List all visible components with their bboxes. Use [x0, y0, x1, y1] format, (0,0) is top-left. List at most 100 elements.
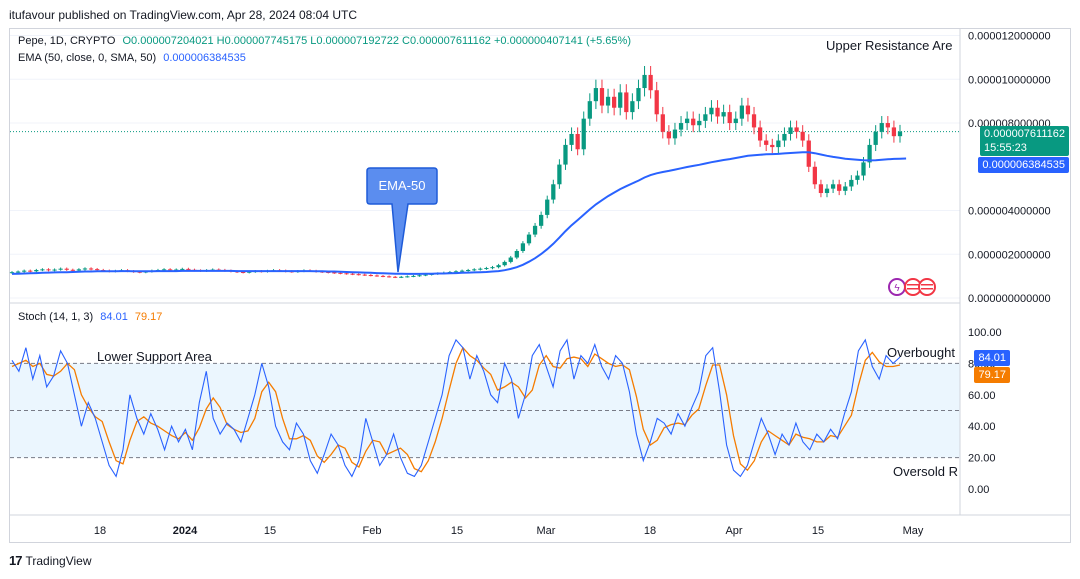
candle-body — [612, 96, 617, 108]
candle-body — [782, 133, 787, 141]
candle-body — [618, 92, 623, 108]
candle-body — [88, 268, 94, 270]
candle-body — [630, 101, 635, 113]
candle-body — [891, 127, 897, 137]
last-price-value: 0.000007611162 — [984, 128, 1065, 140]
ema-legend[interactable]: EMA (50, close, 0, SMA, 50) 0.0000063845… — [18, 52, 246, 64]
candle-body — [405, 276, 410, 278]
candle-body — [593, 88, 599, 102]
candle-body — [386, 276, 392, 278]
candle-body — [684, 118, 690, 124]
candle-body — [654, 90, 659, 115]
stoch-legend[interactable]: Stoch (14, 1, 3) 84.01 79.17 — [18, 311, 162, 323]
candle-body — [745, 105, 751, 115]
candle-body — [678, 123, 684, 130]
footer[interactable]: 17 TradingView — [9, 553, 92, 568]
candle-body — [368, 275, 373, 277]
ema-callout: EMA-50 — [366, 167, 438, 273]
candle-body — [411, 275, 416, 277]
candle-body — [526, 234, 532, 244]
candle-body — [180, 268, 185, 270]
candle-body — [40, 269, 45, 271]
last-price-tag: 0.000007611162 15:55:23 — [980, 126, 1069, 156]
ema-50-line — [11, 151, 907, 275]
us-flag-icon-2 — [918, 278, 936, 296]
svg-text:ϟ: ϟ — [894, 283, 900, 294]
price-tick-label: 0.000010000000 — [968, 74, 1051, 86]
candle-body — [496, 265, 501, 268]
candle-body — [599, 88, 605, 106]
candle-body — [703, 114, 708, 121]
countdown-value: 15:55:23 — [984, 142, 1027, 154]
candle-body — [794, 127, 799, 132]
candle-body — [800, 131, 805, 141]
main-grid — [10, 35, 960, 299]
time-tick-label: 15 — [451, 525, 463, 537]
candle-body — [466, 270, 471, 272]
candle-body — [423, 274, 428, 276]
candle-body — [508, 257, 513, 262]
time-tick-label: 15 — [812, 525, 824, 537]
candle-body — [174, 269, 179, 271]
candle-body — [837, 184, 842, 191]
candle-body — [624, 92, 629, 113]
candle-body — [849, 179, 854, 187]
candle-body — [812, 166, 817, 185]
candle-body — [587, 101, 592, 119]
candle-body — [453, 271, 459, 273]
ohlc-values: O0.000007204021 H0.000007745175 L0.00000… — [122, 35, 631, 47]
brand-label: TradingView — [25, 553, 92, 568]
stoch-tick-label: 100.00 — [968, 327, 1002, 339]
candles — [9, 66, 903, 279]
time-tick-label: 2024 — [173, 525, 198, 537]
price-tick-label: 0.000012000000 — [968, 31, 1051, 43]
candle-body — [636, 88, 641, 102]
candle-body — [642, 74, 647, 89]
main-legend[interactable]: Pepe, 1D, CRYPTO O0.000007204021 H0.0000… — [18, 35, 631, 47]
time-tick-label: May — [903, 525, 924, 537]
ema-label: EMA (50, close, 0, SMA, 50) — [18, 52, 157, 64]
candle-body — [575, 133, 580, 150]
candle-body — [721, 112, 726, 117]
candle-body — [885, 123, 890, 128]
exchange-icons[interactable]: ϟ — [888, 278, 936, 296]
time-tick-label: Apr — [725, 525, 742, 537]
candle-body — [757, 127, 763, 141]
stoch-d-tag: 79.17 — [974, 367, 1010, 383]
candle-body — [76, 269, 82, 271]
candle-body — [867, 144, 872, 163]
candle-body — [806, 140, 811, 167]
candle-body — [70, 269, 75, 271]
ema-price-tag: 0.000006384535 — [978, 157, 1069, 173]
candle-body — [666, 131, 672, 139]
candle-body — [733, 118, 738, 124]
candle-body — [824, 188, 830, 194]
candle-body — [478, 268, 483, 270]
candle-body — [34, 270, 39, 272]
candle-body — [514, 250, 519, 258]
candle-body — [380, 275, 386, 277]
candle-body — [739, 105, 744, 119]
candle-body — [818, 184, 824, 194]
candle-body — [776, 140, 781, 148]
candle-body — [727, 112, 732, 124]
candle-body — [64, 268, 69, 270]
candle-body — [520, 243, 526, 251]
candle-body — [715, 107, 720, 117]
stoch-tick-label: 60.00 — [968, 390, 996, 402]
candle-body — [502, 261, 507, 266]
candle-body — [356, 274, 361, 276]
candle-body — [843, 186, 848, 191]
chart-frame — [9, 28, 1071, 543]
candle-body — [751, 114, 757, 128]
candle-body — [168, 269, 173, 271]
time-tick-label: Feb — [363, 525, 382, 537]
candle-body — [161, 269, 167, 271]
price-tick-label: 0.000004000000 — [968, 206, 1051, 218]
candle-body — [532, 225, 538, 235]
lower-support-label: Lower Support Area — [97, 349, 212, 364]
candle-body — [338, 272, 343, 274]
candle-body — [22, 270, 27, 272]
